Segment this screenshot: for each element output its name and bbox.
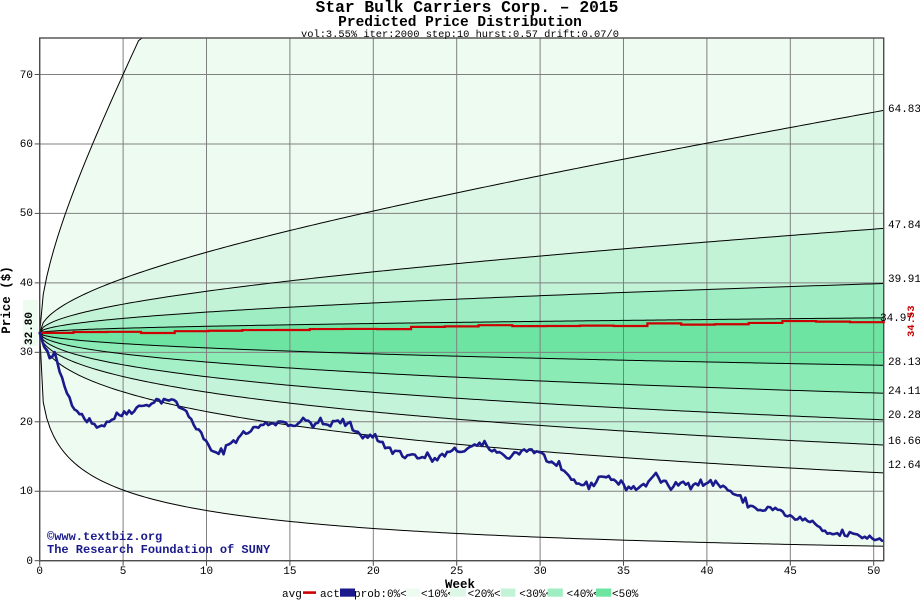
svg-text:<50%: <50% (612, 589, 639, 600)
svg-text:24.11: 24.11 (888, 386, 920, 398)
svg-text:avg: avg (282, 589, 302, 600)
svg-text:70: 70 (20, 70, 33, 82)
svg-text:prob:0%<: prob:0%< (354, 589, 407, 600)
svg-text:20: 20 (367, 566, 380, 578)
svg-text:25: 25 (450, 566, 463, 578)
svg-text:30: 30 (20, 347, 33, 359)
svg-text:30: 30 (533, 566, 546, 578)
svg-text:50: 50 (20, 208, 33, 220)
svg-text:32.80: 32.80 (24, 312, 36, 345)
svg-text:<30%<: <30%< (519, 589, 552, 600)
svg-text:60: 60 (20, 139, 33, 151)
svg-text:5: 5 (120, 566, 127, 578)
svg-text:<10%<: <10%< (421, 589, 454, 600)
svg-text:35: 35 (617, 566, 630, 578)
svg-text:39.91: 39.91 (888, 274, 920, 286)
svg-text:20: 20 (20, 417, 33, 429)
svg-text:The Research Foundation of SUN: The Research Foundation of SUNY (47, 543, 271, 557)
svg-text:40: 40 (700, 566, 713, 578)
svg-text:vol:3.55% iter:2000 step:10 hu: vol:3.55% iter:2000 step:10 hurst:0.57 d… (301, 29, 619, 41)
svg-text:Price ($): Price ($) (0, 266, 14, 334)
svg-text:28.13: 28.13 (888, 357, 920, 369)
svg-text:47.84: 47.84 (888, 220, 920, 232)
svg-text:64.83: 64.83 (888, 104, 920, 116)
svg-text:10: 10 (200, 566, 213, 578)
svg-text:20.28: 20.28 (888, 410, 920, 422)
svg-text:0: 0 (26, 556, 33, 568)
svg-text:10: 10 (20, 486, 33, 498)
svg-text:12.64: 12.64 (888, 460, 920, 472)
svg-text:<20%<: <20%< (468, 589, 501, 600)
svg-text:50: 50 (867, 566, 880, 578)
svg-text:act: act (320, 589, 340, 600)
svg-text:15: 15 (283, 566, 296, 578)
svg-text:<40%<: <40%< (567, 589, 600, 600)
svg-text:45: 45 (784, 566, 797, 578)
svg-text:40: 40 (20, 278, 33, 290)
svg-text:16.66: 16.66 (888, 436, 920, 448)
svg-text:34.53: 34.53 (906, 305, 918, 337)
svg-text:0: 0 (36, 566, 43, 578)
svg-text:©www.textbiz.org: ©www.textbiz.org (47, 530, 162, 544)
